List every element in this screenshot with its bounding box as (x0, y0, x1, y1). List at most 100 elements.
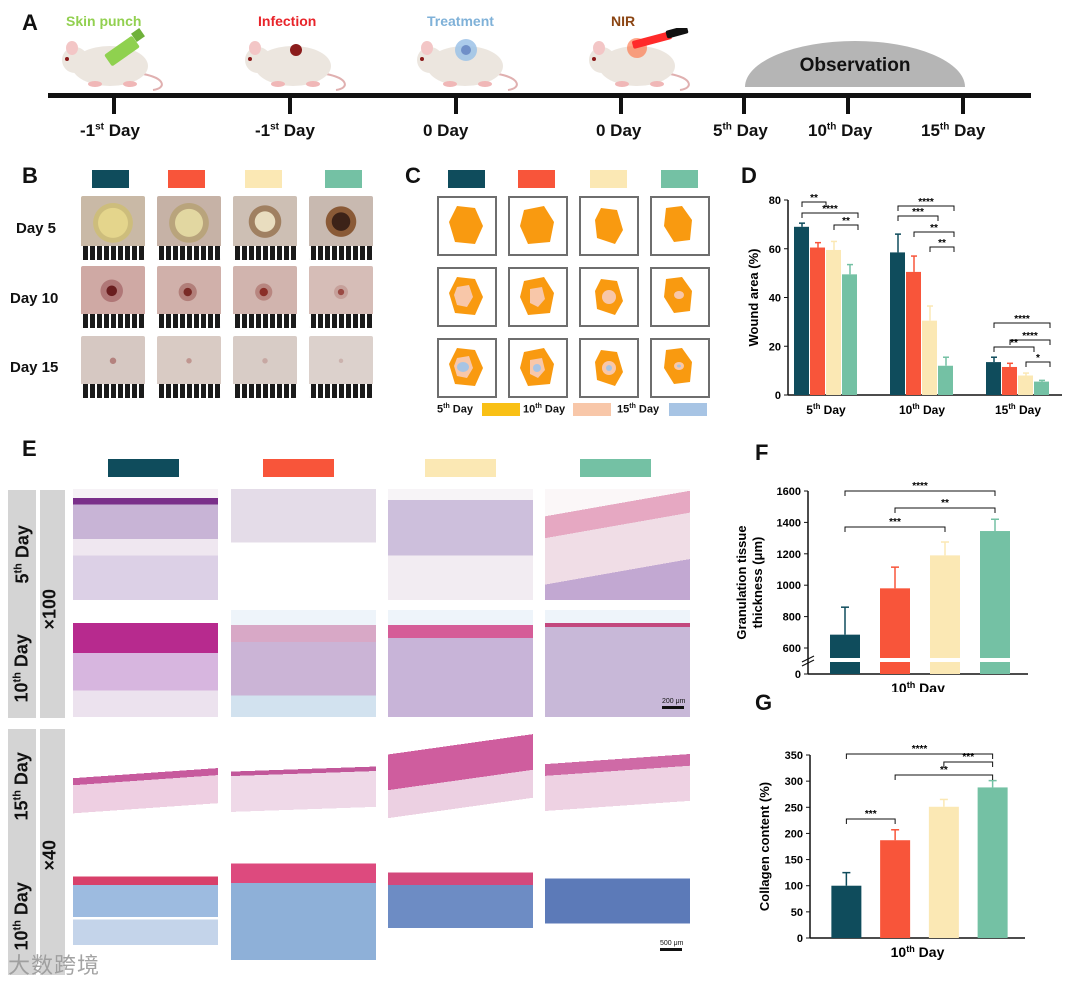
significance-bracket (845, 818, 896, 824)
y-tick-label: 150 (785, 855, 803, 867)
significance-label: **** (822, 204, 838, 215)
axis-break-mark (801, 655, 815, 663)
wound-trace-box (437, 338, 497, 398)
significance-bracket (844, 490, 996, 496)
infection-icon (290, 44, 302, 56)
bar (928, 806, 959, 938)
row-label-day15: Day 15 (10, 359, 59, 376)
magnification-tab (40, 729, 65, 975)
mouse-illustration (417, 39, 518, 91)
histology-image (231, 610, 376, 717)
histology-image (231, 729, 376, 836)
significance-bracket (993, 346, 1035, 352)
wound-photo (157, 196, 221, 260)
step-infection: Infection (258, 13, 317, 29)
wound-trace-box (437, 196, 497, 256)
mouse-illustration (245, 41, 346, 91)
row-label-day5: Day 5 (16, 220, 57, 237)
legend-swatch-group1 (448, 170, 485, 188)
mouse-illustration (62, 28, 163, 91)
legend-swatch-group4 (325, 170, 362, 188)
legend-swatch-group4 (580, 459, 651, 477)
histology-image (545, 610, 690, 717)
y-axis-label: Granulation tissue (734, 525, 749, 639)
y-axis-label: thickness (μm) (750, 537, 765, 629)
histology-image (545, 489, 690, 600)
histology-image (73, 489, 218, 600)
significance-bracket (894, 774, 994, 780)
y-tick-label: 50 (791, 907, 803, 919)
magnification-x40: ×40 (39, 839, 60, 871)
histology-image (388, 853, 533, 960)
significance-bracket (833, 224, 859, 230)
day-label: 10th Day (808, 121, 873, 140)
row-group-tab (8, 490, 36, 718)
significance-label: **** (1022, 331, 1038, 342)
bar (980, 531, 1010, 674)
legend-swatch-group1 (108, 459, 179, 477)
significance-label: ** (940, 765, 948, 776)
significance-label: **** (918, 197, 934, 208)
legend-swatch-group3 (590, 170, 627, 188)
histology-image (545, 853, 690, 960)
y-tick-label: 800 (783, 612, 801, 624)
legend-swatch-15th-day (669, 403, 707, 416)
y-tick-label: 0 (797, 933, 803, 945)
significance-bracket (1025, 361, 1051, 367)
x-axis-label: 10th Day (891, 944, 945, 960)
day-label: 5th Day (713, 121, 768, 140)
axis-break-band (810, 658, 1026, 662)
x-tick-label: 5th Day (806, 402, 846, 417)
legend-swatch-group2 (263, 459, 334, 477)
bar (1034, 381, 1049, 395)
bar (830, 634, 860, 674)
timeline-tick (112, 96, 116, 114)
panel-label-a: A (22, 10, 38, 35)
significance-bracket (894, 507, 996, 513)
histology-image (388, 489, 533, 600)
wound-trace-box (508, 196, 568, 256)
histology-image (388, 729, 533, 836)
histology-image (73, 853, 218, 960)
scale-bar-500um: 500 μm (660, 940, 684, 951)
histology-image (231, 489, 376, 600)
wound-trace-box (508, 267, 568, 327)
timeline-tick (742, 96, 746, 114)
panel-label-e: E (22, 436, 37, 461)
legend-swatch-group2 (168, 170, 205, 188)
panel-label-d: D (741, 163, 757, 188)
y-tick-label: 0 (775, 390, 781, 402)
observation-label: Observation (799, 55, 911, 76)
step-treatment: Treatment (427, 13, 494, 29)
timeline-tick (619, 96, 623, 114)
legend-swatch-5th-day (482, 403, 520, 416)
chart-granulation-thickness: 0 600 800 1000 1200 1400 1600 10th Day Granulati… (734, 481, 1028, 692)
day-label: 15th Day (921, 121, 986, 140)
row-label-10th-day: 10th Day (11, 882, 32, 951)
day-label: -1st Day (80, 121, 140, 140)
scale-bar-200um: 200 μm (662, 698, 686, 709)
histology-image (231, 853, 376, 960)
y-tick-label: 200 (785, 828, 803, 840)
y-tick-label: 40 (769, 293, 781, 305)
axis-break-mark (801, 659, 815, 667)
magnification-tab (40, 490, 65, 718)
y-tick-label: 1000 (777, 580, 801, 592)
day-label: 0 Day (423, 121, 469, 140)
observation-period: Observation (745, 41, 965, 87)
y-tick-label: 350 (785, 750, 803, 762)
legend-swatch-group3 (425, 459, 496, 477)
wound-trace-box (508, 338, 568, 398)
legend-swatch-group2 (518, 170, 555, 188)
bar (842, 274, 857, 395)
bar (810, 247, 825, 395)
histology-image (388, 610, 533, 717)
wound-trace-box (579, 196, 639, 256)
significance-bracket (801, 212, 859, 218)
panel-label-b: B (22, 163, 38, 188)
x-axis-label: 10th Day (891, 680, 945, 692)
legend-swatch-group3 (245, 170, 282, 188)
bar (1018, 375, 1033, 395)
wound-photo (81, 266, 145, 328)
skin-punch-icon (104, 28, 145, 66)
